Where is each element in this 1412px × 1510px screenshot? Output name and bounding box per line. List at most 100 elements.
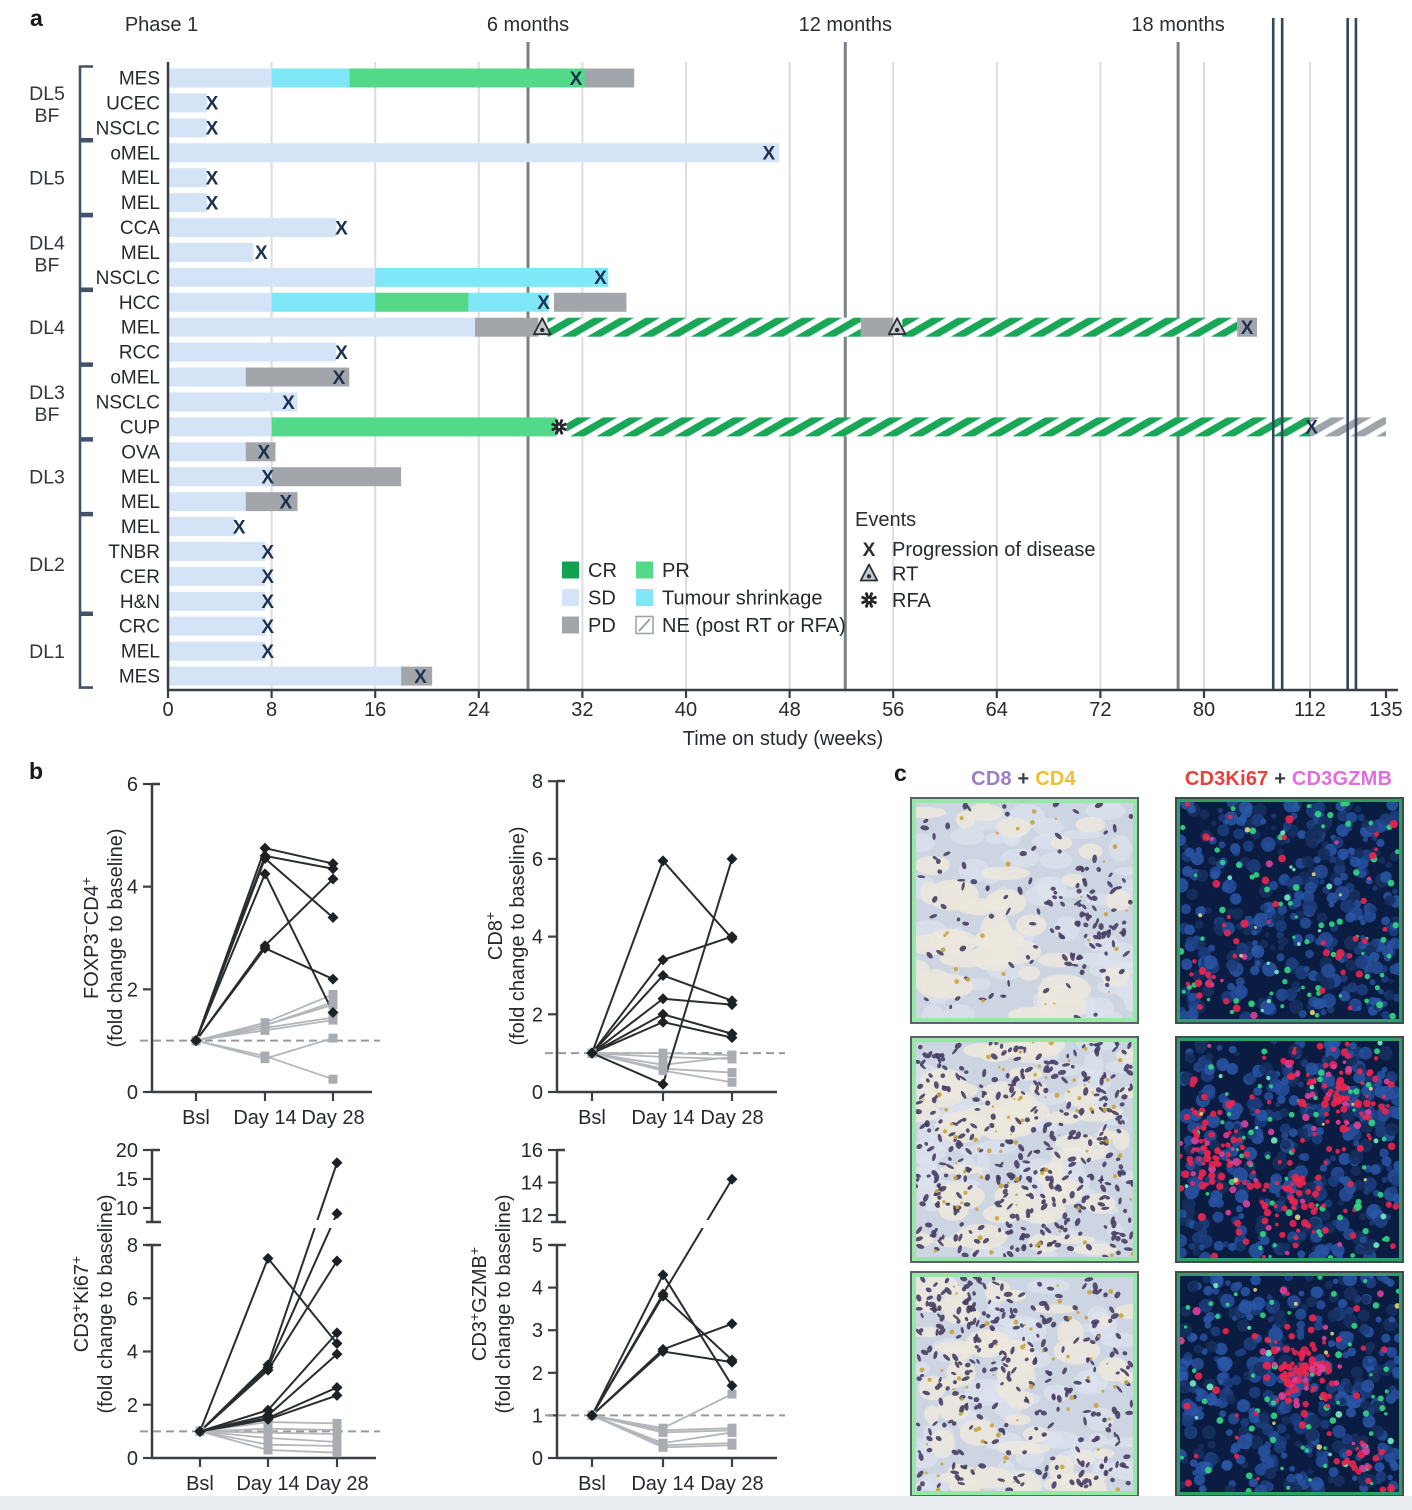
green-signal-dot <box>1362 1227 1369 1235</box>
dapi-cell <box>1386 1164 1393 1172</box>
tissue-light-patch <box>977 1111 1021 1140</box>
stained-nucleus <box>1017 886 1023 895</box>
stained-nucleus <box>949 1004 953 1010</box>
yellow-signal-dot <box>1254 926 1257 929</box>
stained-nucleus <box>1094 803 1104 809</box>
cd4-speck <box>1031 1042 1035 1044</box>
dapi-cell <box>1381 1010 1390 1019</box>
red-signal-dot <box>1321 1335 1327 1341</box>
red-signal-dot <box>1304 1092 1312 1100</box>
bar-segment-pd <box>271 467 402 487</box>
yellow-signal-dot <box>1338 893 1342 897</box>
stained-nucleus <box>945 1164 954 1169</box>
green-signal-dot <box>1233 1292 1238 1297</box>
dapi-cell <box>1315 972 1325 983</box>
cd4-speck <box>1086 1375 1090 1380</box>
green-signal-dot <box>1272 1243 1277 1248</box>
stained-nucleus <box>956 1306 962 1315</box>
stained-nucleus <box>1089 889 1096 894</box>
stained-nucleus <box>963 1175 968 1183</box>
red-signal-dot <box>1346 953 1353 959</box>
red-signal-dot <box>1390 1243 1396 1249</box>
stained-nucleus <box>1103 1456 1108 1464</box>
red-signal-dot <box>1326 1146 1333 1153</box>
red-signal-dot <box>1300 1409 1309 1418</box>
dapi-cell <box>1346 1399 1357 1409</box>
red-signal-dot <box>1299 1198 1306 1204</box>
bar-segment-ts <box>375 267 609 287</box>
green-signal-dot <box>1369 1373 1373 1377</box>
stained-nucleus <box>1021 1245 1027 1250</box>
stained-nucleus <box>1119 1087 1125 1093</box>
dapi-cell <box>1204 906 1213 915</box>
dapi-cell <box>1211 820 1217 827</box>
green-signal-dot <box>1245 1488 1252 1492</box>
stained-nucleus <box>1002 804 1007 809</box>
dapi-cell <box>1193 1344 1203 1354</box>
dapi-cell <box>1357 857 1369 869</box>
cd4-speck <box>953 967 958 972</box>
stained-nucleus <box>1087 1139 1093 1147</box>
bar-segment-pd <box>245 492 298 512</box>
dapi-cell <box>1354 848 1364 858</box>
stained-nucleus <box>937 1239 944 1247</box>
group-bracket <box>78 214 93 291</box>
stained-nucleus <box>1049 928 1055 934</box>
stained-nucleus <box>995 1296 1001 1300</box>
green-signal-dot <box>1266 961 1271 965</box>
y-tick-label: 20 <box>116 1140 138 1162</box>
x-tick-label: Bsl <box>578 1107 606 1129</box>
stained-nucleus <box>1078 1107 1084 1114</box>
red-signal-dot <box>1264 1336 1271 1344</box>
green-signal-dot <box>1368 1119 1376 1127</box>
cd4-speck <box>919 1367 925 1373</box>
stained-nucleus <box>956 1319 961 1324</box>
rfa-marker-dot <box>557 425 561 429</box>
red-signal-dot <box>1313 1362 1318 1367</box>
tissue-light-patch <box>980 866 1030 881</box>
dapi-cell <box>1333 1474 1345 1487</box>
tissue-texture-blob <box>1041 1431 1080 1449</box>
progression-x-marker: X <box>1305 418 1318 439</box>
red-signal-dot <box>1307 1326 1315 1334</box>
dapi-cell <box>1319 879 1325 885</box>
bar-segment-ne_pr <box>566 417 1310 437</box>
dapi-cell <box>1314 1315 1323 1324</box>
cd4-speck <box>1044 1076 1048 1080</box>
stained-nucleus <box>916 1306 923 1311</box>
dapi-cell <box>1376 1217 1387 1228</box>
yellow-signal-dot <box>1394 1303 1399 1309</box>
red-signal-dot <box>1382 926 1388 932</box>
green-signal-dot <box>1318 922 1325 929</box>
cd4-speck <box>1029 1327 1033 1331</box>
dapi-cell <box>1386 802 1399 811</box>
stained-nucleus <box>1111 908 1117 912</box>
stained-nucleus <box>916 1226 923 1235</box>
dapi-cell <box>1239 1300 1253 1315</box>
stained-nucleus <box>957 1158 964 1163</box>
stained-nucleus <box>1041 1199 1046 1205</box>
stained-nucleus <box>1058 934 1066 940</box>
dapi-cell <box>1213 1240 1224 1251</box>
stained-nucleus <box>1037 1409 1042 1413</box>
stained-nucleus <box>1109 1351 1115 1358</box>
cd4-speck <box>925 1443 929 1446</box>
tissue-light-patch <box>1031 1304 1079 1314</box>
green-signal-dot <box>1301 985 1305 990</box>
red-signal-dot <box>1295 1189 1303 1197</box>
black-diamond-marker <box>726 1318 738 1330</box>
red-signal-dot <box>1305 1073 1310 1077</box>
red-signal-dot <box>1319 987 1326 994</box>
dapi-cell <box>1233 1123 1241 1131</box>
dapi-cell <box>1361 819 1370 829</box>
dapi-cell <box>1368 1276 1374 1280</box>
dapi-cell <box>1349 856 1361 868</box>
tissue-light-patch <box>941 1189 971 1200</box>
progression-x-marker: X <box>255 243 268 264</box>
dapi-cell <box>1207 1440 1216 1449</box>
dapi-cell <box>1184 1052 1196 1064</box>
stained-nucleus <box>1062 1212 1068 1220</box>
red-signal-dot <box>1204 971 1212 978</box>
dapi-cell <box>1199 809 1210 820</box>
